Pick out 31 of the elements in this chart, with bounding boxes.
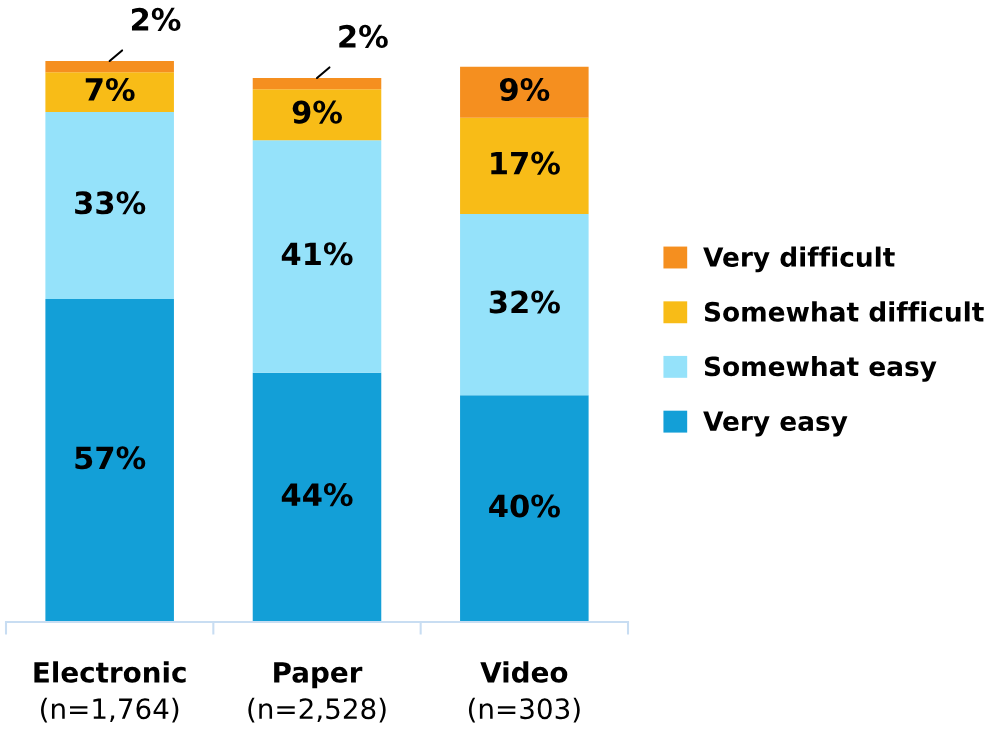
bar bbox=[252, 140, 382, 373]
data-label: 57% bbox=[75, 446, 146, 470]
data-label: 9% bbox=[499, 77, 550, 102]
legend-label: Very difficult bbox=[703, 246, 895, 273]
bar bbox=[252, 78, 382, 90]
data-label: 32% bbox=[489, 290, 560, 314]
x-tick-label: Paper (n=2,528) bbox=[248, 662, 386, 723]
data-label: 33% bbox=[75, 191, 146, 215]
x-tick-label: Video (n=303) bbox=[468, 661, 580, 723]
bar bbox=[45, 299, 174, 622]
data-label: 2% bbox=[339, 24, 388, 48]
x-tick-label: Electronic (n=1,764) bbox=[34, 661, 186, 723]
legend-label: Somewhat difficult bbox=[704, 301, 984, 322]
bar bbox=[252, 372, 382, 622]
bar bbox=[460, 395, 589, 622]
data-label: 17% bbox=[491, 151, 560, 175]
bar bbox=[460, 214, 589, 396]
bar bbox=[45, 72, 174, 112]
data-label: 41% bbox=[281, 242, 353, 266]
bar bbox=[45, 112, 174, 299]
legend-label: Somewhat easy bbox=[704, 355, 937, 382]
data-label: 44% bbox=[281, 483, 353, 507]
data-label: 40% bbox=[489, 494, 560, 518]
bar bbox=[252, 89, 382, 141]
bar bbox=[460, 117, 589, 214]
legend-label: Very easy bbox=[703, 411, 848, 437]
data-label: 9% bbox=[292, 100, 342, 124]
bar bbox=[460, 66, 589, 118]
data-label: 7% bbox=[85, 77, 135, 102]
data-label: 2% bbox=[131, 7, 181, 31]
bar bbox=[45, 61, 174, 73]
